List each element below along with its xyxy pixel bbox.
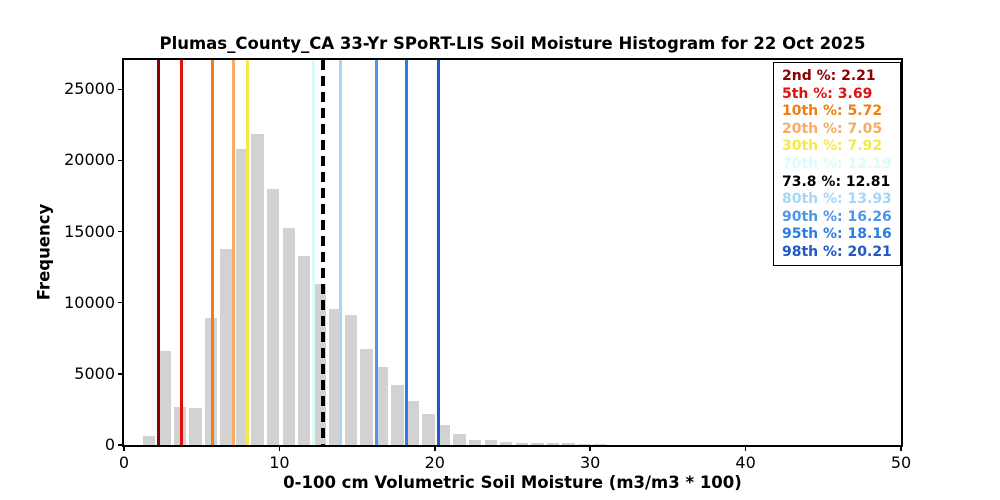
x-tick: [900, 445, 902, 451]
histogram-bar: [298, 256, 311, 445]
y-tick-label: 5000: [74, 363, 115, 383]
percentile-line-95th: [404, 60, 408, 445]
y-tick: [118, 230, 124, 233]
x-tick: [744, 445, 747, 451]
percentile-line-20th: [232, 60, 236, 445]
x-tick-label: 0: [118, 453, 130, 472]
y-tick-label: 15000: [64, 221, 115, 241]
legend-entry: 80th %: 13.93: [782, 191, 892, 208]
plot-area: 0 10 20 30 40 50 0 5000 10000 15000 20000 25000: [64, 60, 911, 472]
percentile-line-30th: [245, 60, 249, 445]
x-tick-label: 10: [269, 453, 290, 472]
legend-entry: 10th %: 5.72: [782, 103, 883, 120]
percentile-line-80th: [338, 60, 342, 445]
histogram-bar: [422, 414, 435, 445]
x-tick: [123, 445, 125, 451]
y-tick-label: 25000: [64, 79, 115, 99]
legend-entry: 2nd %: 2.21: [782, 68, 876, 84]
x-tick-label: 40: [735, 453, 756, 472]
histogram-bar: [531, 443, 544, 445]
x-axis-label: 0-100 cm Volumetric Soil Moisture (m3/m3…: [283, 473, 742, 492]
histogram-bar: [577, 444, 591, 445]
y-tick: [118, 301, 124, 304]
percentile-line-90th: [375, 60, 379, 445]
y-tick: [118, 88, 124, 91]
legend-entry: 70th %: 12.19: [782, 155, 892, 172]
legend-entry: 90th %: 16.26: [782, 208, 892, 225]
legend-entry: 98th %: 20.21: [782, 243, 892, 260]
histogram-bar: [189, 408, 202, 445]
histogram-bar: [562, 443, 575, 445]
legend-entry: 73.8 %: 12.81: [782, 173, 891, 190]
y-axis-label: Frequency: [34, 203, 54, 301]
y-tick-label: 10000: [64, 292, 115, 312]
x-tick-label: 20: [424, 453, 445, 472]
histogram-bar: [546, 443, 560, 445]
x-tick: [589, 445, 591, 451]
histogram-bar: [360, 349, 373, 445]
histogram-bar: [235, 149, 249, 445]
histogram-bar: [282, 227, 295, 445]
histogram-bar: [500, 441, 513, 445]
legend-entry: 30th %: 7.92: [782, 138, 883, 155]
histogram-bar: [406, 400, 420, 445]
histogram-bar: [251, 134, 264, 445]
histogram-bar: [593, 444, 606, 445]
histogram-bar: [391, 384, 404, 445]
y-tick-label: 20000: [64, 150, 115, 170]
histogram-bar: [266, 189, 280, 445]
histogram-bar: [437, 424, 451, 445]
histogram-bar: [515, 442, 529, 445]
percentile-line-73.8: [321, 60, 326, 445]
y-tick: [118, 373, 124, 375]
x-tick: [278, 445, 281, 451]
x-tick-label: 50: [890, 453, 912, 472]
percentile-line-2nd: [156, 60, 160, 445]
percentile-line-98th: [436, 60, 440, 445]
legend: 2nd %: 2.21 5th %: 3.69 10th %: 5.72 20th %…: [773, 62, 901, 266]
y-tick-label: 0: [104, 435, 115, 454]
histogram-bar: [344, 315, 358, 445]
y-tick: [118, 159, 124, 162]
x-tick-label: 30: [580, 453, 601, 472]
legend-entry: 95th %: 18.16: [782, 226, 892, 243]
chart-title: Plumas_County_CA 33-Yr SPoRT-LIS Soil Mo…: [159, 34, 866, 53]
histogram-bar: [329, 308, 342, 445]
legend-entry: 5th %: 3.69: [782, 85, 873, 102]
histogram-bar: [142, 436, 156, 445]
y-tick: [118, 444, 124, 446]
histogram-bar: [468, 439, 482, 445]
percentile-line-10th: [211, 60, 215, 445]
histogram-bar: [158, 350, 171, 445]
histogram-bar: [453, 434, 466, 445]
histogram-bar: [484, 440, 497, 445]
percentile-line-5th: [179, 60, 183, 445]
percentile-line-70th: [311, 60, 315, 445]
histogram-bar: [220, 248, 233, 445]
legend-entry: 20th %: 7.05: [782, 120, 883, 137]
x-tick: [434, 445, 436, 451]
histogram-bar: [375, 366, 389, 445]
